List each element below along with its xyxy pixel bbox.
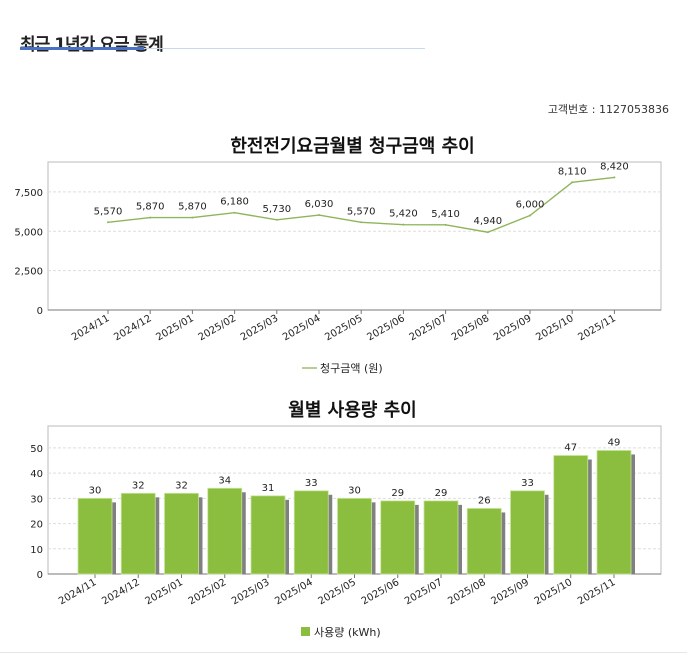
- data-label: 5,420: [389, 209, 418, 220]
- x-tick-label: 2025/01: [144, 577, 185, 607]
- x-tick-label: 2025/04: [273, 577, 314, 607]
- data-point: [529, 214, 531, 217]
- y-tick-label: 0: [37, 570, 43, 581]
- x-tick-label: 2025/03: [230, 577, 271, 607]
- y-tick-label: 5,000: [14, 227, 43, 238]
- section-title: 최근 1년간 요금 통계: [20, 35, 164, 55]
- x-tick-label: 2024/12: [100, 577, 141, 607]
- x-tick-label: 2024/11: [57, 577, 98, 607]
- bar: [207, 487, 243, 575]
- x-tick-label: 2025/06: [360, 577, 401, 607]
- bar: [553, 455, 589, 575]
- bar: [120, 492, 156, 575]
- title-underline-accent: [20, 47, 144, 50]
- data-point: [275, 218, 278, 221]
- data-label: 32: [175, 480, 188, 491]
- y-tick-label: 20: [30, 520, 43, 531]
- x-tick-label: 2025/09: [490, 577, 531, 607]
- legend-swatch: [301, 627, 310, 636]
- bar: [164, 492, 199, 575]
- x-tick-label: 2025/07: [403, 577, 444, 607]
- data-label: 34: [218, 475, 231, 486]
- data-point: [444, 223, 447, 226]
- data-label: 29: [435, 488, 448, 499]
- data-label: 33: [521, 478, 534, 489]
- y-tick-label: 10: [30, 545, 43, 556]
- bar: [293, 490, 329, 575]
- chart-title: 한전전기요금월별 청구금액 추이: [230, 136, 474, 157]
- y-tick-label: 0: [37, 306, 43, 317]
- data-label: 49: [608, 437, 621, 448]
- data-point: [613, 176, 616, 179]
- y-tick-label: 2,500: [14, 267, 43, 278]
- bar: [250, 495, 286, 575]
- data-label: 30: [348, 485, 361, 496]
- data-point: [233, 211, 236, 214]
- bar: [423, 500, 459, 575]
- bar: [466, 508, 502, 575]
- x-tick-label: 2025/08: [446, 577, 487, 607]
- data-point: [360, 221, 363, 224]
- data-label: 8,110: [558, 166, 587, 177]
- chart-title: 월별 사용량 추이: [288, 400, 416, 421]
- x-tick-label: 2025/11: [576, 577, 617, 607]
- customer-number-label: 고객번호 :: [547, 103, 596, 116]
- data-point: [486, 231, 489, 234]
- data-label: 5,410: [431, 209, 460, 220]
- y-tick-label: 7,500: [14, 188, 43, 199]
- data-label: 5,730: [262, 204, 291, 215]
- data-point: [402, 223, 405, 226]
- customer-number: 고객번호 : 1127053836: [548, 101, 669, 117]
- data-point: [107, 221, 109, 224]
- data-point: [571, 181, 574, 184]
- bar: [596, 450, 632, 575]
- data-label: 6,000: [516, 200, 545, 211]
- data-label: 47: [564, 442, 577, 453]
- data-label: 6,030: [305, 199, 334, 210]
- x-tick-label: 2025/05: [317, 577, 358, 607]
- data-label: 32: [132, 480, 145, 491]
- data-label: 5,570: [94, 206, 123, 217]
- plot-area: [47, 161, 662, 311]
- data-label: 33: [305, 478, 318, 489]
- data-point: [318, 214, 320, 217]
- x-tick-label: 2025/10: [533, 577, 574, 607]
- data-label: 6,180: [220, 197, 249, 208]
- data-label: 30: [89, 485, 102, 496]
- data-label: 4,940: [473, 216, 502, 227]
- bar: [510, 490, 545, 575]
- data-label: 5,870: [136, 202, 165, 213]
- data-point: [149, 216, 152, 219]
- x-tick-label: 2025/02: [187, 577, 228, 607]
- customer-number-value: 1127053836: [599, 103, 669, 116]
- legend-label: 사용량 (kWh): [314, 626, 381, 639]
- bar: [380, 500, 416, 575]
- data-label: 29: [391, 488, 404, 499]
- data-label: 26: [478, 495, 491, 506]
- data-label: 5,870: [178, 202, 207, 213]
- y-tick-label: 30: [30, 494, 43, 505]
- data-point: [191, 216, 194, 219]
- bar: [337, 497, 372, 575]
- bar: [77, 497, 113, 575]
- legend-label: 청구금액 (원): [320, 362, 383, 375]
- data-label: 5,570: [347, 206, 376, 217]
- title-underline: [20, 48, 425, 49]
- y-tick-label: 40: [30, 469, 43, 480]
- data-label: 8,420: [600, 161, 629, 172]
- y-tick-label: 50: [30, 444, 43, 455]
- divider: [0, 652, 687, 653]
- data-label: 31: [262, 483, 275, 494]
